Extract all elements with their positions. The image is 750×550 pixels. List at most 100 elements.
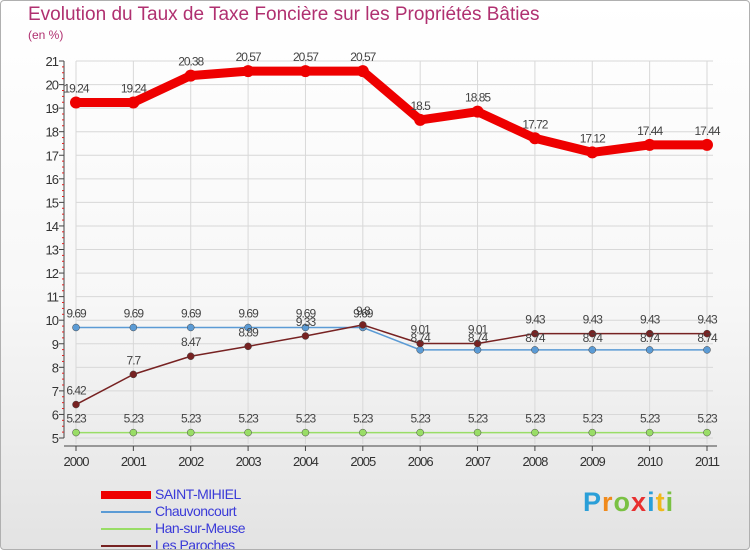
data-point — [588, 428, 597, 437]
legend-label: Han-sur-Meuse — [155, 520, 245, 536]
data-label: 5.23 — [353, 412, 374, 426]
logo-letter: i — [647, 487, 656, 517]
data-point — [588, 346, 597, 354]
x-tick-label: 2011 — [695, 454, 720, 469]
data-point — [473, 428, 482, 437]
logo-letter: x — [631, 487, 648, 517]
data-label: 5.23 — [66, 412, 87, 426]
data-point — [127, 96, 140, 109]
data-point — [129, 370, 138, 379]
x-tick-label: 2002 — [178, 454, 204, 469]
data-point — [244, 428, 252, 437]
data-label: 5.23 — [124, 412, 145, 426]
y-tick-label: 19 — [46, 101, 59, 116]
data-label: 8.74 — [583, 331, 604, 345]
data-label: 20.57 — [236, 50, 262, 64]
x-tick-label: 2009 — [580, 454, 606, 469]
data-point — [184, 69, 197, 82]
y-tick-label: 20 — [46, 78, 59, 93]
data-label: 8.74 — [411, 331, 432, 345]
data-point — [301, 428, 310, 437]
data-label: 9.69 — [66, 306, 87, 320]
logo-letter: o — [613, 487, 632, 517]
data-point — [70, 96, 82, 109]
data-point — [359, 428, 367, 437]
data-point — [244, 342, 252, 351]
series-line-chauvoncourt — [75, 326, 708, 351]
legend-swatch — [101, 545, 151, 547]
data-label: 5.23 — [238, 412, 259, 426]
data-point — [186, 352, 195, 360]
data-label: 5.23 — [296, 412, 317, 426]
data-label: 9.43 — [583, 313, 604, 327]
x-tick-label: 2004 — [293, 454, 319, 469]
data-label: 19.24 — [63, 81, 89, 95]
data-label: 9.01 — [411, 323, 432, 337]
data-point — [129, 428, 138, 437]
data-point — [416, 428, 424, 437]
y-tick-label: 5 — [52, 431, 59, 446]
data-label: 5.23 — [697, 412, 718, 426]
chart-title: Evolution du Taux de Taxe Foncière sur l… — [28, 4, 540, 25]
x-tick-label: 2007 — [465, 454, 491, 469]
data-label: 20.38 — [178, 55, 204, 69]
data-point — [645, 329, 654, 338]
data-point — [531, 346, 539, 354]
data-label: 9.69 — [353, 306, 374, 320]
data-label: 5.23 — [411, 412, 432, 426]
data-point — [414, 113, 427, 126]
y-tick-label: 15 — [46, 195, 59, 210]
data-label: 18.85 — [465, 91, 491, 105]
logo-letter: i — [665, 487, 675, 517]
data-label: 20.57 — [350, 50, 376, 64]
data-label: 9.33 — [296, 315, 317, 329]
y-tick-label: 14 — [46, 219, 59, 234]
chart-subtitle: (en %) — [28, 28, 64, 42]
data-label: 9.43 — [525, 313, 546, 327]
data-label: 8.74 — [697, 331, 718, 345]
y-tick-label: 16 — [46, 172, 59, 187]
data-label: 18.5 — [411, 99, 432, 113]
proxiti-logo: Proxiti — [583, 487, 674, 518]
data-label: 6.42 — [66, 384, 87, 398]
data-label: 20.57 — [293, 50, 319, 64]
series-line-les paroches — [75, 324, 708, 406]
data-label: 8.47 — [181, 335, 202, 349]
legend-label: SAINT-MIHIEL — [155, 486, 241, 502]
y-tick-label: 9 — [52, 337, 59, 352]
y-tick-label: 21 — [46, 54, 59, 69]
data-label: 8.74 — [525, 331, 546, 345]
data-label: 9.43 — [640, 313, 661, 327]
data-point — [645, 346, 654, 354]
data-point — [72, 400, 80, 409]
x-tick-label: 2000 — [64, 454, 90, 469]
x-tick-label: 2005 — [350, 454, 376, 469]
data-label: 5.23 — [468, 412, 489, 426]
data-point — [129, 323, 138, 332]
y-tick-label: 12 — [46, 266, 59, 281]
data-point — [72, 323, 80, 332]
data-point — [703, 428, 711, 437]
data-label: 8.74 — [468, 331, 489, 345]
data-point — [186, 323, 195, 332]
data-label: 9.69 — [238, 306, 259, 320]
data-label: 8.74 — [640, 331, 661, 345]
data-label: 5.23 — [525, 412, 546, 426]
data-point — [356, 65, 369, 78]
data-point — [586, 146, 599, 159]
y-tick-label: 13 — [46, 243, 59, 258]
data-point — [473, 346, 482, 354]
data-point — [531, 428, 539, 437]
y-tick-label: 10 — [46, 313, 59, 328]
data-label: 9.01 — [468, 323, 489, 337]
data-point — [531, 329, 539, 338]
x-tick-label: 2003 — [236, 454, 262, 469]
line-chart: 5 6 7 8 9 10 11 12 13 14 15 16 17 18 19 20 21 2000 2001 200… — [46, 50, 722, 469]
data-point — [471, 105, 484, 118]
x-tick-label: 2001 — [121, 454, 147, 469]
data-label: 5.23 — [640, 412, 661, 426]
y-tick-label: 8 — [52, 360, 59, 375]
data-point — [359, 321, 367, 329]
y-tick-label: 18 — [46, 125, 59, 140]
